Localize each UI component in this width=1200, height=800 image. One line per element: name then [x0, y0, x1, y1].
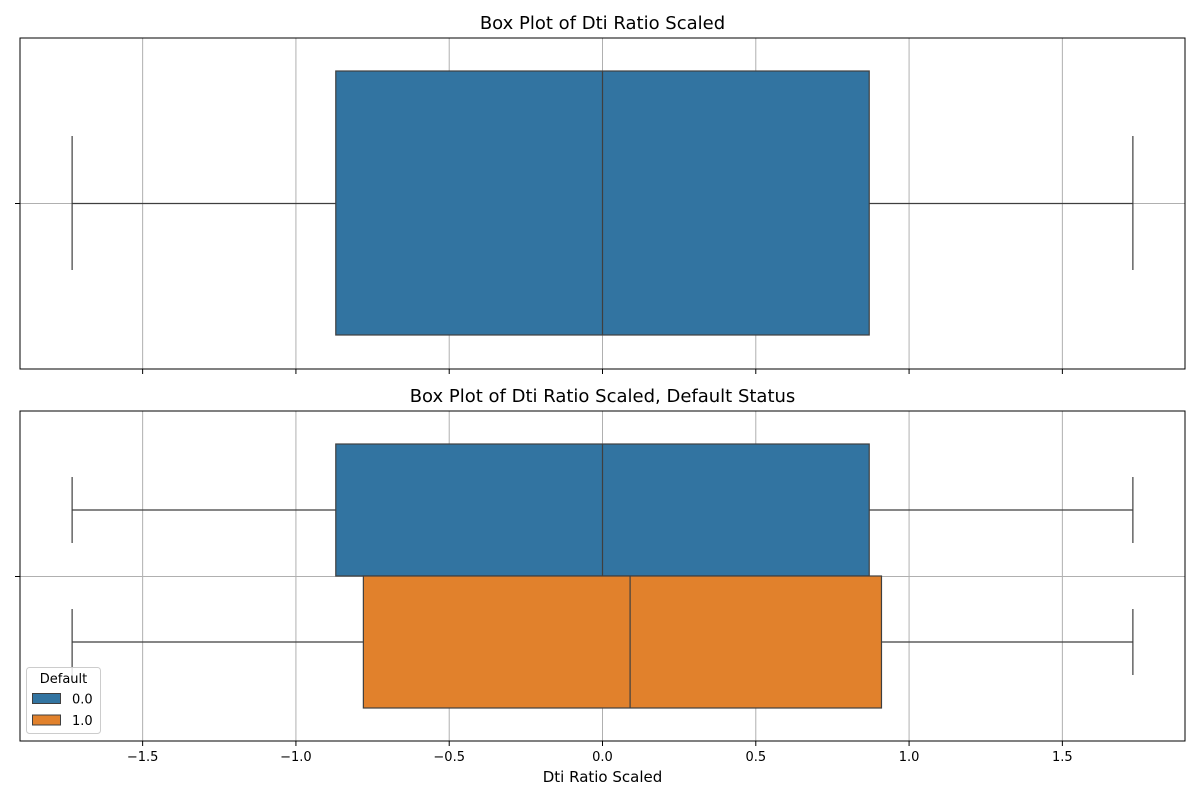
bottom-x-tick-label: 0.0: [592, 750, 613, 765]
top-x-ticks: [142, 369, 1063, 374]
bottom-box-1: [71, 575, 1134, 709]
legend: Default 0.0 1.0: [26, 667, 101, 734]
top-boxes: [71, 70, 1134, 336]
bottom-x-tick-label: 1.5: [1052, 750, 1073, 765]
top-chart-title: Box Plot of Dti Ratio Scaled: [480, 13, 725, 34]
bottom-boxes: [71, 443, 1134, 709]
bottom-box-0: [71, 443, 1134, 577]
iqr-box: [362, 575, 883, 709]
x-axis-label: Dti Ratio Scaled: [543, 768, 663, 786]
bottom-x-tick-label: −0.5: [433, 750, 465, 765]
legend-swatch-1: [32, 714, 61, 726]
bottom-x-tick-label: 1.0: [899, 750, 920, 765]
top-box-0: [71, 70, 1134, 336]
top-panel: Box Plot of Dti Ratio Scaled: [15, 13, 1186, 374]
legend-label-1: 1.0: [72, 714, 93, 729]
bottom-x-tick-label: −1.0: [280, 750, 312, 765]
bottom-x-tick-label: 0.5: [745, 750, 766, 765]
legend-label-0: 0.0: [72, 693, 93, 708]
legend-title: Default: [40, 672, 88, 687]
bottom-panel: Box Plot of Dti Ratio Scaled, Default St…: [15, 386, 1186, 786]
bottom-x-ticks: −1.5 −1.0 −0.5 0.0 0.5 1.0 1.5: [127, 741, 1073, 765]
legend-swatch-0: [32, 693, 61, 704]
bottom-chart-title: Box Plot of Dti Ratio Scaled, Default St…: [410, 386, 796, 407]
bottom-x-tick-label: −1.5: [127, 750, 159, 765]
